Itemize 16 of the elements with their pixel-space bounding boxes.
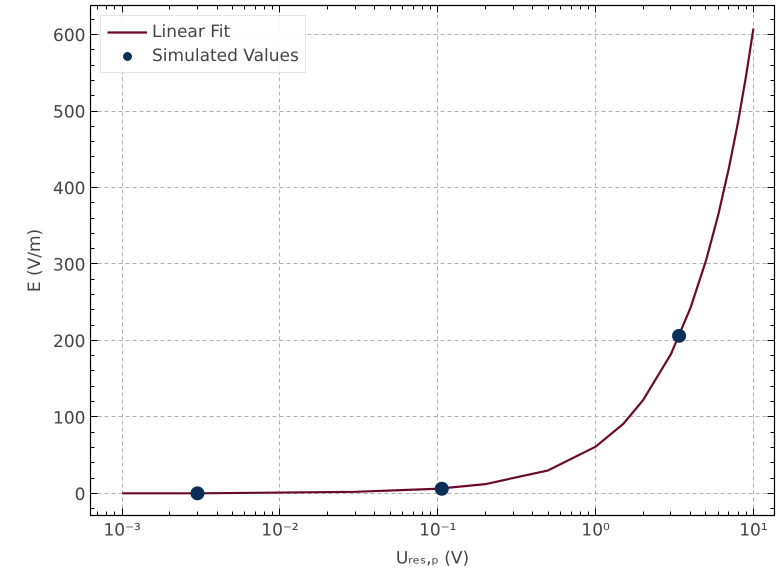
y-tick-label: 200: [53, 332, 86, 352]
x-tick-label: 10⁰: [581, 520, 610, 540]
x-tick-label: 10¹: [739, 520, 768, 540]
y-tick-label: 300: [53, 255, 86, 276]
x-axis-title: Uᵣₑₛ,ₚ (V): [396, 548, 470, 568]
x-tick-label: 10⁻³: [103, 520, 141, 540]
x-tick-label: 10⁻²: [261, 520, 299, 540]
y-tick-label: 400: [53, 178, 86, 199]
x-tick-label: 10⁻¹: [419, 520, 457, 540]
y-tick-label: 500: [53, 102, 86, 123]
legend-label: Linear Fit: [152, 22, 230, 42]
y-tick-label: 0: [74, 484, 86, 505]
y-axis-title: E (V/m): [25, 228, 46, 292]
y-tick-label: 600: [53, 26, 86, 46]
legend-label: Simulated Values: [152, 46, 299, 66]
y-tick-label: 100: [53, 408, 86, 428]
